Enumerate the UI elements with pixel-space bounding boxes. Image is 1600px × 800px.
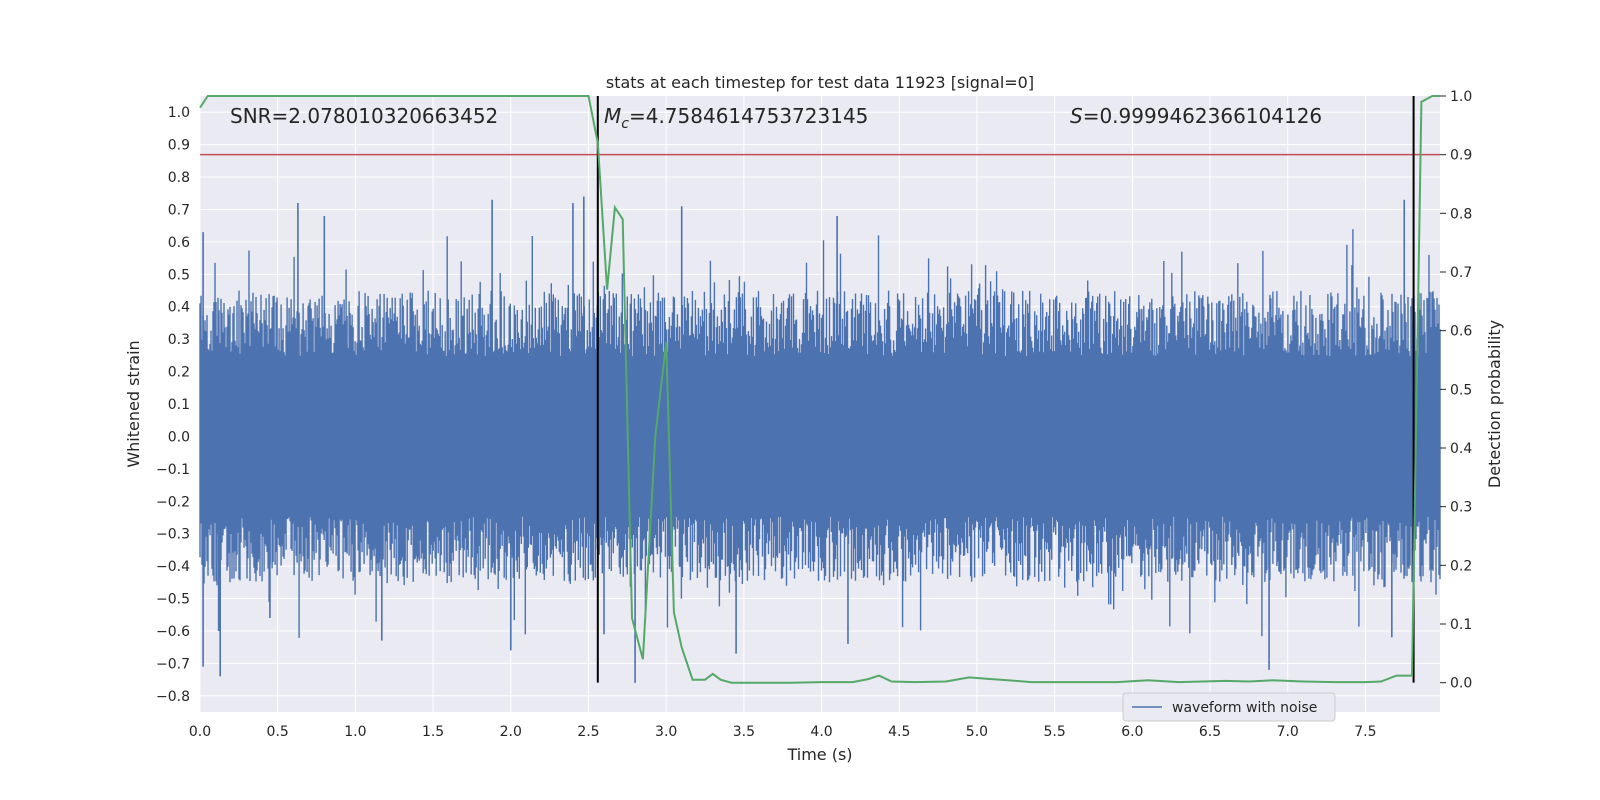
legend: waveform with noise	[1122, 692, 1336, 722]
y-tick-label: −0.6	[156, 624, 190, 640]
y2-tick-label: 0.5	[1450, 382, 1472, 398]
y2-tick-label: 1.0	[1450, 89, 1472, 105]
x-tick-label: 4.5	[888, 724, 910, 740]
legend-box	[1122, 692, 1336, 722]
y-axis-label: Whitened strain	[124, 340, 143, 467]
x-tick-label: 1.5	[422, 724, 444, 740]
y2-tick-label: 0.8	[1450, 206, 1472, 222]
x-tick-label: 3.5	[733, 724, 755, 740]
x-tick-label: 7.5	[1354, 724, 1376, 740]
x-tick-label: 0.0	[189, 724, 211, 740]
x-tick-label: 3.0	[655, 724, 677, 740]
y-tick-label: 1.0	[168, 105, 190, 121]
s-value: =0.9999462366104126	[1083, 104, 1322, 128]
waveform-with-noise-series	[199, 196, 1441, 683]
x-tick-label: 7.0	[1277, 724, 1299, 740]
chirp-mass-subscript: c	[621, 116, 629, 132]
y2-tick-label: 0.7	[1450, 265, 1472, 281]
y-tick-label: −0.2	[156, 494, 190, 510]
y2-tick-label: 0.9	[1450, 148, 1472, 164]
detection-probability-series	[199, 95, 1440, 684]
y-tick-label: −0.3	[156, 527, 190, 543]
y-tick-label: 0.2	[168, 365, 190, 381]
chirp-mass-annotation: Mc=4.7584614753723145	[604, 104, 868, 132]
y-tick-label: 0.6	[168, 235, 190, 251]
y-tick-label: 0.8	[168, 170, 190, 186]
legend-label-waveform: waveform with noise	[1172, 700, 1317, 716]
waveform-trace	[199, 229, 1441, 638]
y2-tick-label: 0.3	[1450, 500, 1472, 516]
chirp-mass-symbol: M	[604, 104, 621, 128]
x-tick-label: 1.0	[344, 724, 366, 740]
x-axis-label: Time (s)	[786, 745, 852, 764]
y-tick-label: 0.9	[168, 138, 190, 154]
y-tick-label: 0.1	[168, 397, 190, 413]
y-axis-ticks: −0.8 −0.7 −0.6 −0.5 −0.4 −0.3 −0.2 −0.1 0.0 0.1 0.…	[156, 105, 190, 705]
chart-title: stats at each timestep for test data 119…	[606, 73, 1034, 92]
x-tick-label: 2.0	[500, 724, 522, 740]
x-tick-label: 6.5	[1199, 724, 1221, 740]
chirp-mass-value: =4.7584614753723145	[629, 104, 868, 128]
y-tick-label: 0.4	[168, 300, 190, 316]
detection-probability-line	[199, 95, 1440, 684]
x-axis-ticks: 0.0 0.5 1.0 1.5 2.0 2.5 3.0 3.5 4.0 4.5 5.0 5.5 6.0 6…	[189, 724, 1377, 740]
s-annotation: S=0.9999462366104126	[1070, 104, 1322, 128]
x-tick-label: 2.5	[577, 724, 599, 740]
y-tick-label: −0.7	[156, 656, 190, 672]
y-tick-label: −0.1	[156, 462, 190, 478]
y-tick-label: −0.5	[156, 592, 190, 608]
y2-axis-ticks: 0.0 0.1 0.2 0.3 0.4 0.5 0.6 0.7 0.8 0.9 1.0	[1440, 89, 1472, 692]
x-tick-label: 4.0	[810, 724, 832, 740]
y-tick-label: 0.5	[168, 267, 190, 283]
y-tick-label: 0.7	[168, 202, 190, 218]
x-tick-label: 0.5	[267, 724, 289, 740]
y2-tick-label: 0.0	[1450, 676, 1472, 692]
y2-tick-label: 0.2	[1450, 558, 1472, 574]
x-tick-label: 5.5	[1044, 724, 1066, 740]
x-tick-label: 5.0	[966, 724, 988, 740]
y2-tick-label: 0.4	[1450, 441, 1472, 457]
y2-tick-label: 0.1	[1450, 617, 1472, 633]
y2-axis-label: Detection probability	[1485, 320, 1504, 488]
y-tick-label: 0.0	[168, 429, 190, 445]
y-tick-label: 0.3	[168, 332, 190, 348]
x-tick-label: 6.0	[1121, 724, 1143, 740]
y2-tick-label: 0.6	[1450, 324, 1472, 340]
s-symbol: S	[1070, 104, 1083, 128]
y-tick-label: −0.8	[156, 689, 190, 705]
snr-annotation: SNR=2.078010320663452	[230, 104, 498, 128]
y-tick-label: −0.4	[156, 559, 190, 575]
